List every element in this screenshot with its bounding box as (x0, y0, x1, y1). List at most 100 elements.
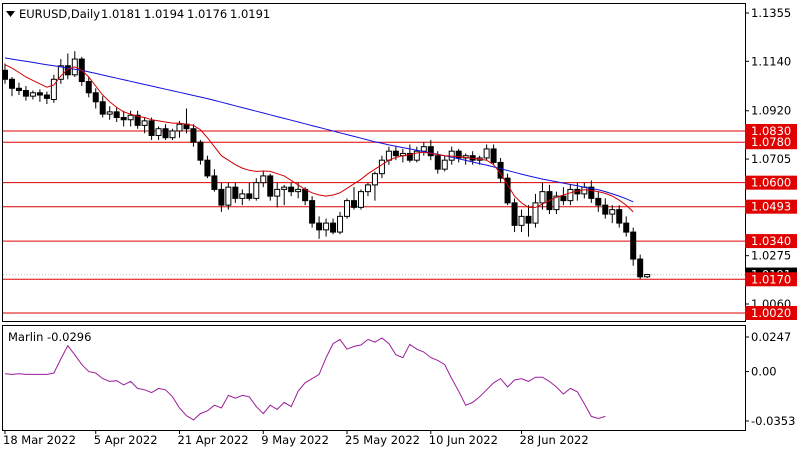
candle[interactable] (92, 88, 99, 109)
candle[interactable] (588, 180, 595, 203)
candle[interactable] (330, 218, 337, 235)
candle[interactable] (176, 120, 183, 138)
candle[interactable] (225, 182, 232, 210)
candle[interactable] (609, 205, 616, 224)
candle[interactable] (50, 74, 57, 103)
candle[interactable] (99, 96, 106, 118)
x-tick-label: 18 Mar 2022 (3, 433, 76, 447)
candle[interactable] (8, 77, 15, 97)
candle[interactable] (120, 110, 127, 127)
candle[interactable] (455, 148, 462, 163)
candle[interactable] (483, 144, 490, 161)
candle[interactable] (64, 53, 71, 80)
candle[interactable] (623, 216, 630, 237)
candle[interactable] (36, 89, 43, 102)
candle[interactable] (211, 169, 218, 192)
level-tag-label: 1.0493 (751, 200, 791, 214)
candle[interactable] (630, 227, 637, 266)
candle[interactable] (288, 182, 295, 197)
candle[interactable] (371, 171, 378, 201)
candle[interactable] (351, 187, 357, 210)
indicator-panel-frame (2, 325, 746, 431)
ohlc-low: 1.0176 (187, 7, 227, 21)
candle[interactable] (57, 59, 64, 84)
candle[interactable] (127, 110, 134, 127)
candle[interactable] (190, 124, 197, 147)
candle[interactable] (162, 124, 169, 140)
candle[interactable] (232, 182, 239, 203)
candle[interactable] (344, 198, 351, 219)
candle[interactable] (490, 144, 497, 165)
candle-body (225, 186, 232, 206)
candle[interactable] (567, 184, 574, 206)
candle[interactable] (204, 155, 211, 179)
candle-body (560, 195, 567, 202)
candle-body (357, 191, 364, 208)
candle[interactable] (316, 216, 323, 239)
candle[interactable] (511, 198, 518, 233)
candle[interactable] (260, 171, 267, 188)
candle[interactable] (560, 187, 567, 206)
candle[interactable] (462, 153, 469, 165)
candle[interactable] (616, 205, 623, 228)
candle-body (511, 202, 518, 226)
candle[interactable] (29, 90, 36, 100)
candle[interactable] (134, 110, 141, 129)
candle-body (288, 186, 295, 193)
candle[interactable] (183, 108, 190, 134)
candle-body (64, 65, 71, 76)
candle[interactable] (43, 91, 50, 105)
candle-body (392, 150, 399, 157)
candle[interactable] (427, 139, 434, 161)
candle[interactable] (141, 117, 148, 134)
candle[interactable] (518, 209, 525, 233)
candle-body (413, 150, 420, 161)
candle[interactable] (413, 146, 420, 163)
candle-body (309, 200, 316, 224)
candle[interactable] (406, 144, 413, 163)
candle[interactable] (274, 182, 281, 208)
candle[interactable] (253, 178, 260, 201)
candle[interactable] (246, 182, 253, 201)
candle[interactable] (497, 157, 504, 183)
candle[interactable] (309, 196, 316, 228)
candle[interactable] (2, 63, 8, 84)
candle[interactable] (553, 191, 560, 215)
symbol-dropdown-icon[interactable] (6, 11, 15, 17)
candle[interactable] (22, 86, 29, 101)
candle[interactable] (385, 146, 392, 165)
candle[interactable] (71, 51, 78, 78)
candle[interactable] (364, 182, 371, 197)
candle[interactable] (357, 189, 364, 210)
candle[interactable] (218, 182, 225, 212)
candle[interactable] (323, 218, 330, 237)
candle[interactable] (169, 128, 176, 140)
candle[interactable] (106, 106, 113, 120)
candle[interactable] (267, 173, 274, 201)
candle[interactable] (239, 189, 246, 206)
candle[interactable] (148, 117, 155, 140)
candle[interactable] (525, 205, 532, 237)
candle[interactable] (281, 184, 288, 206)
candle[interactable] (504, 173, 511, 206)
candle-body (371, 173, 378, 186)
candle[interactable] (441, 155, 448, 172)
candle[interactable] (595, 191, 602, 212)
candle[interactable] (155, 126, 162, 140)
candle[interactable] (532, 193, 539, 228)
candle[interactable] (539, 182, 546, 210)
candle[interactable] (337, 211, 344, 235)
candle-body (92, 92, 99, 103)
candle[interactable] (378, 155, 385, 179)
candle[interactable] (644, 273, 651, 278)
candle-body (602, 204, 609, 215)
level-tag-label: 1.0020 (751, 306, 791, 320)
candle[interactable] (197, 139, 204, 165)
candle[interactable] (637, 254, 644, 280)
candle[interactable] (113, 107, 120, 122)
candle[interactable] (602, 198, 609, 219)
candle[interactable] (15, 82, 22, 96)
candle[interactable] (85, 77, 92, 98)
candle[interactable] (420, 142, 427, 156)
